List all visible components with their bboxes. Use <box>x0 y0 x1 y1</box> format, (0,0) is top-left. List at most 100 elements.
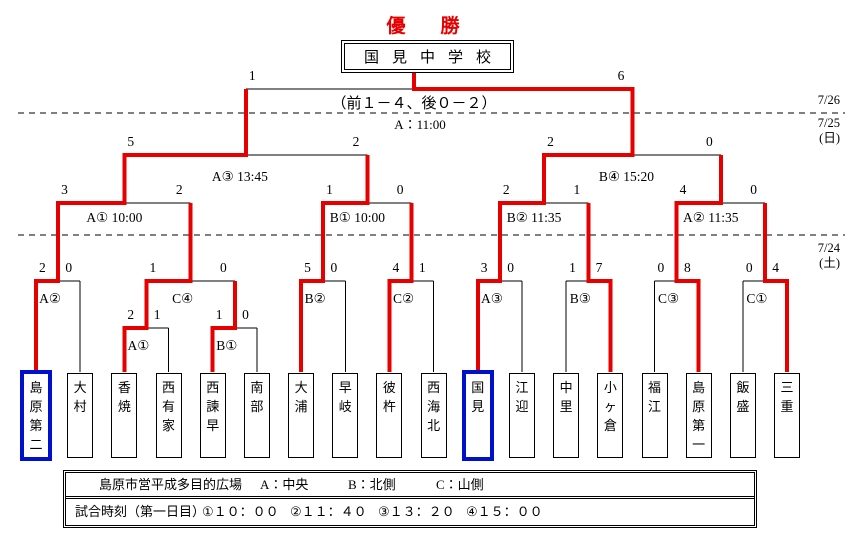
court-c-label: C：山側 <box>436 477 484 492</box>
venue-table-row-courts: 島原市営平成多目的広場 A：中央 B：北側 C：山側 <box>66 473 754 499</box>
final-match-note: （前１－４、後０－２） <box>331 96 497 112</box>
time-slot-3: ③１３：２０ <box>378 504 455 519</box>
date-725-text: 7/25 <box>817 116 840 130</box>
team-name-char: 諫 <box>206 399 220 414</box>
team-name-char: 中 <box>559 380 573 395</box>
team-box: 小ヶ倉 <box>597 373 624 458</box>
match-score: 0 <box>746 260 753 275</box>
match-label: B② <box>305 291 326 306</box>
team-box: 三重 <box>774 373 801 458</box>
champion-box: 国見中学校 <box>341 40 514 73</box>
match-label: B② 11:35 <box>507 210 562 225</box>
team-name-char: 大 <box>294 380 308 395</box>
team-name-char: 倉 <box>603 418 617 433</box>
match-score: 1 <box>569 260 576 275</box>
match-score: 2 <box>39 260 46 275</box>
match-score: 2 <box>503 182 510 197</box>
match-label: A① <box>128 338 150 353</box>
page-title-champion: 優 勝 <box>386 16 468 37</box>
team-name-char: 岐 <box>338 399 352 414</box>
match-score: 1 <box>249 68 256 83</box>
match-score: 0 <box>331 260 338 275</box>
team-name-char: 西 <box>206 380 220 395</box>
match-score: 1 <box>149 260 156 275</box>
team-name-char: 盛 <box>736 399 750 414</box>
final-match-time: A：11:00 <box>394 117 446 132</box>
match-label: B① 10:00 <box>330 210 385 225</box>
team-name-char: 重 <box>780 399 794 414</box>
match-label: C① <box>746 291 767 306</box>
match-label: B③ <box>570 291 591 306</box>
date-label-724: 7/24 (土) <box>818 241 840 270</box>
team-box: 福江 <box>641 373 668 458</box>
match-score: 0 <box>220 260 227 275</box>
team-box: 西海北 <box>420 373 447 458</box>
match-score: 5 <box>127 134 134 149</box>
team-name-char: 福 <box>648 380 662 395</box>
match-score: 3 <box>61 182 68 197</box>
team-name-char: 第 <box>692 418 706 433</box>
team-name-char: 北 <box>427 418 441 433</box>
match-score: 1 <box>154 307 161 322</box>
match-score: 1 <box>326 182 333 197</box>
match-score: 5 <box>304 260 311 275</box>
schedule-label: 試合時刻（第一日目） <box>75 504 206 519</box>
team-box: 大浦 <box>288 373 315 458</box>
match-label: A① 10:00 <box>86 210 142 225</box>
team-name-char: 西 <box>162 380 176 395</box>
match-score: 0 <box>750 182 757 197</box>
match-score: 1 <box>216 307 223 322</box>
match-label: B④ 15:20 <box>599 169 654 184</box>
team-box: 香焼 <box>111 373 138 458</box>
team-box: 早岐 <box>332 373 359 458</box>
match-score: 3 <box>481 260 488 275</box>
match-score: 4 <box>392 260 399 275</box>
team-box: 飯盛 <box>729 373 756 458</box>
team-name-char: 杵 <box>382 399 396 414</box>
match-label: C③ <box>658 291 679 306</box>
match-score: 4 <box>772 260 779 275</box>
team-name-char: 家 <box>162 418 176 433</box>
match-score: 2 <box>176 182 183 197</box>
match-score: 0 <box>242 307 249 322</box>
team-name-char: 三 <box>780 380 794 395</box>
match-score: 0 <box>507 260 514 275</box>
match-label: A② 11:35 <box>683 210 739 225</box>
team-name-char: 大 <box>73 380 87 395</box>
time-slot-2: ②１１：４０ <box>290 504 367 519</box>
team-name-char: 第 <box>29 418 43 433</box>
team-name-char: 香 <box>117 380 131 395</box>
team-name-char: 有 <box>162 399 176 414</box>
court-b-label: B：北側 <box>348 477 396 492</box>
champion-box-inner: 国見中学校 <box>344 43 511 70</box>
match-label: B① <box>216 338 237 353</box>
team-name-char: 村 <box>73 399 87 414</box>
team-name-char: ヶ <box>603 399 617 414</box>
match-score: 1 <box>574 182 581 197</box>
match-score: 2 <box>127 307 134 322</box>
team-name-char: 海 <box>427 399 441 414</box>
team-box: 中里 <box>553 373 580 458</box>
team-name-char: 飯 <box>736 380 750 395</box>
venue-table: 島原市営平成多目的広場 A：中央 B：北側 C：山側 試合時刻（第一日目） ①１… <box>63 470 757 528</box>
date-726-text: 7/26 <box>817 93 840 107</box>
time-slot-4: ④１５：００ <box>466 504 543 519</box>
team-name-char: 一 <box>692 437 706 452</box>
match-label: A③ 13:45 <box>212 169 268 184</box>
team-name-char: 早 <box>338 380 352 395</box>
team-name-char: 南 <box>250 380 264 395</box>
team-name-char: 島 <box>692 380 706 395</box>
team-name-char: 浦 <box>294 399 308 414</box>
team-name-char: 西 <box>427 380 441 395</box>
team-box: 島原第一 <box>685 373 712 458</box>
team-name-char: 二 <box>29 437 43 452</box>
match-label: A② <box>39 291 61 306</box>
venue-table-row-times: 試合時刻（第一日目） ①１０：００ ②１１：４０ ③１３：２０ ④１５：００ <box>66 499 754 525</box>
team-name-char: 江 <box>515 380 529 395</box>
venue-name: 島原市営平成多目的広場 <box>99 477 243 492</box>
team-name-char: 島 <box>29 380 43 395</box>
team-name-char: 里 <box>559 399 573 414</box>
date-725-dow: (日) <box>819 130 840 145</box>
team-box: 西有家 <box>155 373 182 458</box>
